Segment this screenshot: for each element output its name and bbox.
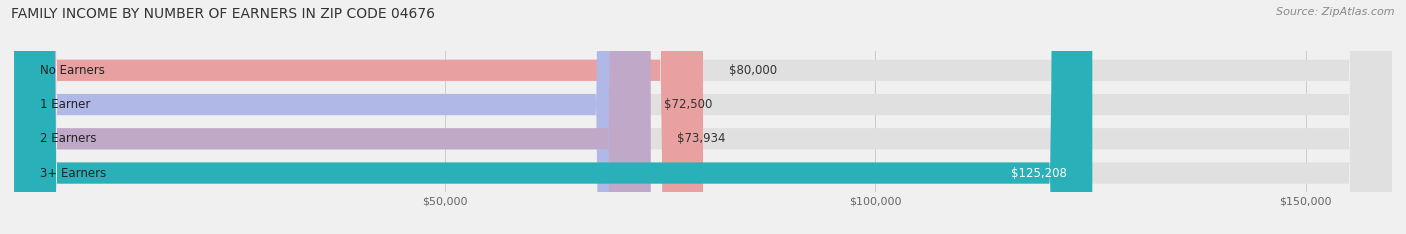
FancyBboxPatch shape [14, 0, 1392, 234]
FancyBboxPatch shape [14, 0, 651, 234]
Text: $80,000: $80,000 [728, 64, 778, 77]
Text: FAMILY INCOME BY NUMBER OF EARNERS IN ZIP CODE 04676: FAMILY INCOME BY NUMBER OF EARNERS IN ZI… [11, 7, 436, 21]
Text: 2 Earners: 2 Earners [39, 132, 97, 145]
Text: Source: ZipAtlas.com: Source: ZipAtlas.com [1277, 7, 1395, 17]
FancyBboxPatch shape [14, 0, 1092, 234]
FancyBboxPatch shape [14, 0, 703, 234]
Text: $72,500: $72,500 [664, 98, 713, 111]
Text: 3+ Earners: 3+ Earners [39, 167, 105, 179]
Text: No Earners: No Earners [39, 64, 105, 77]
Text: $125,208: $125,208 [1011, 167, 1067, 179]
Text: 1 Earner: 1 Earner [39, 98, 90, 111]
FancyBboxPatch shape [14, 0, 1392, 234]
FancyBboxPatch shape [14, 0, 1392, 234]
Text: $73,934: $73,934 [676, 132, 725, 145]
FancyBboxPatch shape [14, 0, 1392, 234]
FancyBboxPatch shape [14, 0, 638, 234]
